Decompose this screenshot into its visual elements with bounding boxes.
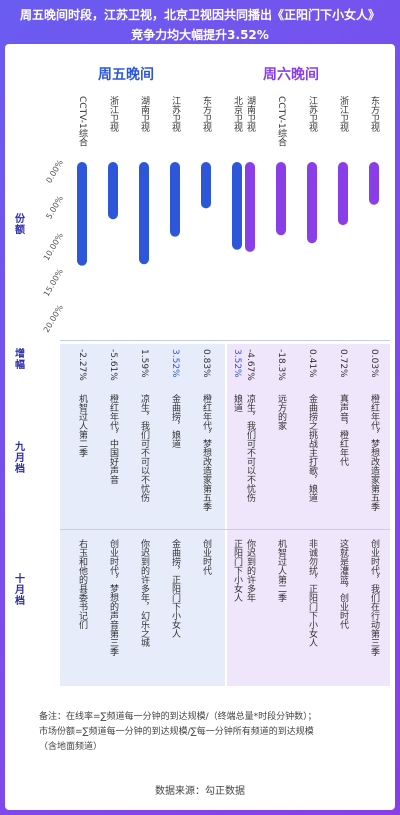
saturday-band xyxy=(227,344,390,686)
growth-value: 0.72% xyxy=(338,349,348,378)
oct-program: 你迟到的许多年 xyxy=(245,539,255,602)
share-bar xyxy=(338,162,348,226)
channel-name: 湖南卫视 xyxy=(245,96,255,132)
row-label-growth: 增幅 xyxy=(15,349,25,371)
friday-heading: 周五晚间 xyxy=(98,67,154,83)
share-bar xyxy=(108,162,118,220)
channel-name: CCTV-1综合 xyxy=(77,96,87,147)
share-bar xyxy=(170,162,180,237)
header: 周五晚间时段，江苏卫视，北京卫视因共同播出《正阳门下小女人》 竞争力均大幅提升3… xyxy=(0,0,400,44)
sep-oct-separator xyxy=(60,529,390,530)
growth-value: -5.61% xyxy=(108,349,118,381)
sep-program: 橙红年代，梦想改造家第五季 xyxy=(369,394,379,511)
oct-program: 机智过人第二季 xyxy=(276,539,286,602)
channel-name: 东方卫视 xyxy=(201,96,211,132)
saturday-heading: 周六晚间 xyxy=(263,67,319,83)
title-line-2: 竞争力均大幅提升3.52% xyxy=(131,28,269,42)
channel-name: 湖南卫视 xyxy=(139,96,149,132)
data-source: 数据来源：勾正数据 xyxy=(155,786,245,797)
growth-value: 0.41% xyxy=(307,349,317,378)
channel-name: 东方卫视 xyxy=(369,96,379,132)
row-label-oct: 十月档 xyxy=(15,574,25,607)
growth-value: 0.03% xyxy=(369,349,379,378)
growth-value: 1.59% xyxy=(139,349,149,378)
program-bands xyxy=(60,344,390,686)
sep-program: 金曲捞，娘道 xyxy=(170,394,180,448)
oct-program: 非诚勿扰，正阳门下小女人 xyxy=(307,539,317,647)
oct-program: 右玉和他的县委书记们 xyxy=(77,539,87,629)
growth-value: 3.52% xyxy=(232,349,242,378)
growth-value: -4.67% xyxy=(245,349,255,381)
sep-program: 真声音，橙红年代 xyxy=(338,394,348,466)
growth-value: 0.83% xyxy=(201,349,211,378)
growth-separator xyxy=(60,340,390,341)
share-bar xyxy=(232,162,242,250)
sep-program: 机智过人第二季 xyxy=(77,394,87,457)
oct-program: 创业时代，我们在行动第三季 xyxy=(369,539,379,656)
channel-name: 江苏卫视 xyxy=(170,96,180,132)
oct-program: 创业时代，梦想的声音第三季 xyxy=(108,539,118,656)
oct-program: 正阳门下小女人 xyxy=(232,539,242,602)
content-card: 周五晚间 周六晚间 份额 增幅 九月档 十月档 0.00% 5.00% 10.00%… xyxy=(5,44,395,810)
sep-program: 凉生，我们可不可以不忧伤 xyxy=(139,394,149,502)
share-bar xyxy=(201,162,211,209)
oct-program: 你迟到的许多年，幻乐之城 xyxy=(139,539,149,647)
share-bar xyxy=(139,162,149,265)
share-bar xyxy=(307,162,317,244)
channel-name: 浙江卫视 xyxy=(338,96,348,132)
sep-program: 娘道 xyxy=(232,394,242,412)
channel-name: 北京卫视 xyxy=(232,96,242,132)
share-chart xyxy=(77,162,379,266)
growth-value: 3.52% xyxy=(170,349,180,378)
row-label-sep: 九月档 xyxy=(15,442,25,475)
share-bar xyxy=(245,162,255,252)
channel-name: 江苏卫视 xyxy=(307,96,317,132)
note-line-3: （含地面频道） xyxy=(39,742,103,752)
note-line-2: 市场份额=∑频道每一分钟的到达规模/∑每一分钟所有频道的到达规模 xyxy=(39,727,314,737)
sep-program: 橙红年代，梦想改造家第五季 xyxy=(201,394,211,511)
sep-program: 凉生，我们可不可以不忧伤 xyxy=(245,394,255,502)
sep-program: 远方的家 xyxy=(276,394,286,430)
friday-band xyxy=(60,344,225,686)
channel-name: 浙江卫视 xyxy=(108,96,118,132)
oct-program: 金曲捞，正阳门下小女人 xyxy=(170,539,180,638)
oct-program: 创业时代 xyxy=(201,539,211,575)
oct-program: 这就是灌篮，创业时代 xyxy=(338,539,348,629)
note-line-1: 备注：在线率=∑频道每一分钟的到达规模/（终端总量*时段分钟数）； xyxy=(39,712,317,722)
growth-value: -18.3% xyxy=(276,349,286,381)
share-bar xyxy=(276,162,286,236)
row-label-share: 份额 xyxy=(15,214,25,236)
sep-program: 金曲捞之挑战主打歌，娘道 xyxy=(307,394,317,502)
growth-value: -2.27% xyxy=(77,349,87,381)
share-bar xyxy=(369,162,379,205)
channel-name: CCTV-1综合 xyxy=(276,96,286,147)
title-line-1: 周五晚间时段，江苏卫视，北京卫视因共同播出《正阳门下小女人》 xyxy=(19,8,380,22)
share-bar xyxy=(77,162,87,266)
sep-program: 橙红年代，中国好声音 xyxy=(108,394,118,484)
